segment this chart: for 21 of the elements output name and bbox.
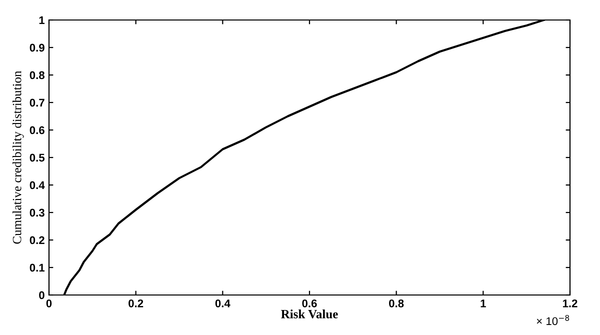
x-tick-label: 0 (46, 299, 52, 308)
y-tick-label: 0.3 (30, 208, 44, 217)
y-tick-label: 0.7 (30, 98, 44, 107)
x-tick-label: 0.8 (389, 299, 404, 308)
y-tick-label: 0.1 (30, 264, 45, 272)
y-tick-label: 0.8 (30, 71, 44, 80)
x-tick-label: 0.2 (128, 299, 144, 308)
y-tick-label: 1 (39, 16, 45, 24)
x-axis-title: Risk Value (281, 310, 338, 318)
x-tick-label: 1 (480, 300, 486, 308)
y-tick-label: 0.6 (30, 126, 44, 134)
x-tick-label: 1.2 (562, 299, 578, 308)
y-tick-label: 0.5 (30, 154, 45, 162)
y-tick-label: 0.4 (30, 181, 45, 190)
y-tick-label: 0 (39, 291, 44, 300)
y-tick-label: 0.2 (30, 236, 44, 244)
x-tick-label: 0.4 (215, 299, 230, 308)
y-tick-label: 0.9 (30, 44, 44, 52)
x-tick-label: 0.6 (302, 299, 317, 308)
text: × 10$^{−8}$ (536, 314, 570, 326)
y-axis-title: Cumulative credibility distribution (12, 70, 24, 244)
